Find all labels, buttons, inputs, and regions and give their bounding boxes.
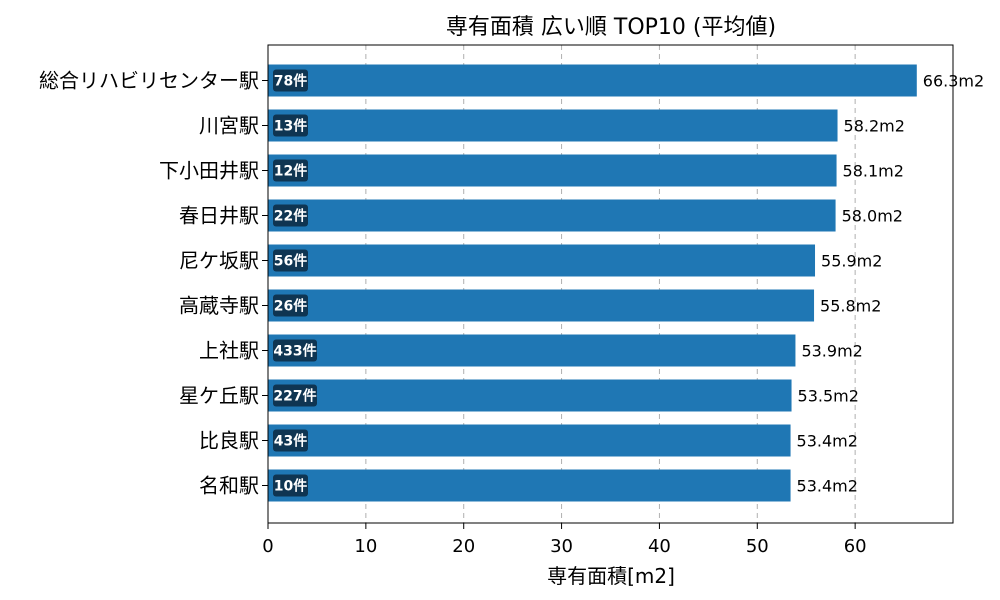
x-tick-label: 60 <box>844 536 867 557</box>
bar <box>268 109 838 142</box>
count-badge <box>273 114 308 137</box>
bar <box>268 469 791 502</box>
value-label: 55.8m2 <box>820 297 881 316</box>
y-tick-label: 上社駅 <box>199 339 259 363</box>
value-label: 53.9m2 <box>801 342 862 361</box>
count-badge <box>273 429 308 452</box>
x-tick-label: 30 <box>550 536 573 557</box>
bar <box>268 154 837 187</box>
count-badge <box>273 69 308 92</box>
value-label: 55.9m2 <box>821 252 882 271</box>
chart-title: 専有面積 広い順 TOP10 (平均値) <box>446 15 776 40</box>
count-label: 26件 <box>274 298 307 315</box>
x-axis-label: 専有面積[m2] <box>547 564 675 588</box>
y-tick-label: 名和駅 <box>199 474 259 498</box>
y-tick-label: 星ケ丘駅 <box>179 384 259 408</box>
count-badge <box>273 474 308 497</box>
value-label: 53.4m2 <box>797 477 858 496</box>
count-badge <box>273 249 308 272</box>
y-tick-label: 春日井駅 <box>179 204 259 228</box>
count-label: 56件 <box>274 253 307 270</box>
count-badge <box>273 204 308 227</box>
value-label: 58.0m2 <box>842 207 903 226</box>
bar <box>268 379 792 412</box>
y-tick-label: 高蔵寺駅 <box>179 294 259 318</box>
count-label: 78件 <box>274 73 307 90</box>
plot-frame <box>267 44 954 524</box>
count-label: 227件 <box>273 388 316 405</box>
y-tick-label: 尼ケ坂駅 <box>179 249 259 273</box>
count-badge <box>273 339 317 362</box>
bar <box>268 334 796 367</box>
x-tick-label: 40 <box>648 536 671 557</box>
count-label: 12件 <box>274 163 307 180</box>
value-label: 53.4m2 <box>797 432 858 451</box>
y-tick-label: 下小田井駅 <box>159 159 259 183</box>
value-label: 53.5m2 <box>798 387 859 406</box>
count-label: 433件 <box>273 343 316 360</box>
x-tick-label: 10 <box>354 536 377 557</box>
bar <box>268 199 836 232</box>
count-label: 43件 <box>274 433 307 450</box>
count-badge <box>273 384 317 407</box>
count-label: 22件 <box>274 208 307 225</box>
bar <box>268 289 815 322</box>
y-tick-label: 比良駅 <box>199 429 259 453</box>
x-tick-label: 50 <box>746 536 769 557</box>
bar <box>268 244 816 277</box>
count-label: 13件 <box>274 118 307 135</box>
x-axis-ticks: 0 10 20 30 40 50 60 <box>262 523 867 557</box>
y-tick-label: 川宮駅 <box>199 114 259 138</box>
bars: 66.3m278件58.2m213件58.1m212件58.0m222件55.9… <box>268 64 984 502</box>
x-tick-label: 0 <box>262 536 273 557</box>
count-label: 10件 <box>274 478 307 495</box>
count-badge <box>273 294 308 317</box>
value-label: 58.2m2 <box>844 117 905 136</box>
x-tick-label: 20 <box>452 536 475 557</box>
bar <box>268 424 791 457</box>
y-axis-ticks: 総合リハビリセンター駅川宮駅下小田井駅春日井駅尼ケ坂駅高蔵寺駅上社駅星ケ丘駅比良… <box>39 69 268 498</box>
y-tick-label: 総合リハビリセンター駅 <box>39 69 259 93</box>
value-label: 58.1m2 <box>843 162 904 181</box>
count-badge <box>273 159 308 182</box>
bar <box>268 64 917 97</box>
